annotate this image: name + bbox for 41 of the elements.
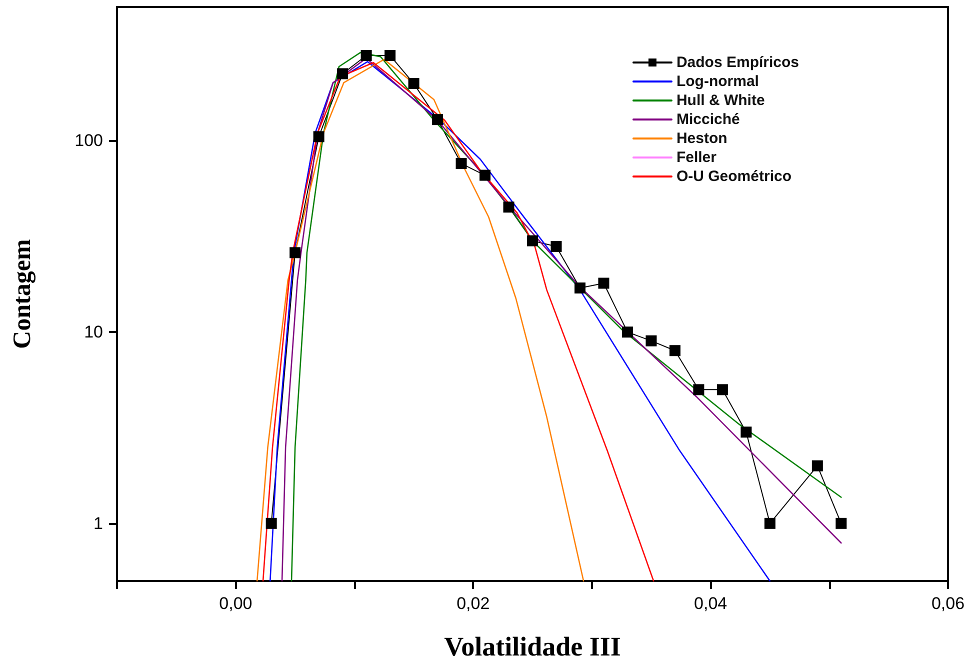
point [740, 426, 752, 438]
legend-label: Hull & White [676, 92, 765, 109]
point [432, 114, 444, 126]
point [598, 278, 610, 289]
point [622, 326, 633, 338]
legend-label: Heston [676, 130, 728, 147]
point [693, 384, 704, 396]
point [550, 241, 562, 252]
legend-label: O-U Geométrico [676, 168, 792, 185]
point [836, 518, 847, 529]
point [266, 518, 277, 529]
point [290, 247, 301, 258]
x-tick-label: 0,04 [694, 594, 728, 613]
y-tick-label: 1 [94, 514, 103, 533]
point [574, 282, 586, 294]
point [716, 384, 728, 396]
point [313, 131, 324, 142]
line-series [262, 62, 654, 582]
point [480, 170, 491, 181]
point [503, 202, 514, 213]
point [527, 235, 538, 246]
point [646, 335, 657, 346]
point [764, 518, 776, 529]
y-tick-label: 10 [84, 322, 103, 342]
x-tick-label: 0,02 [456, 594, 490, 613]
point [360, 50, 372, 61]
x-tick-label: 0,00 [219, 594, 252, 613]
x-tick-label: 0,06 [931, 594, 965, 613]
y-axis-title: Contagem [9, 238, 36, 349]
legend-label: Micciché [676, 111, 740, 128]
legend-label: Dados Empíricos [676, 54, 800, 71]
point [669, 345, 680, 356]
y-tick-label: 100 [74, 131, 103, 150]
point [384, 50, 396, 61]
point [337, 68, 348, 80]
point [408, 78, 420, 90]
x-axis-title: Volatilidade III [444, 632, 621, 662]
point [812, 460, 823, 472]
point [456, 158, 467, 170]
legend-label: Feller [676, 149, 717, 166]
legend-label: Log-normal [676, 73, 759, 90]
